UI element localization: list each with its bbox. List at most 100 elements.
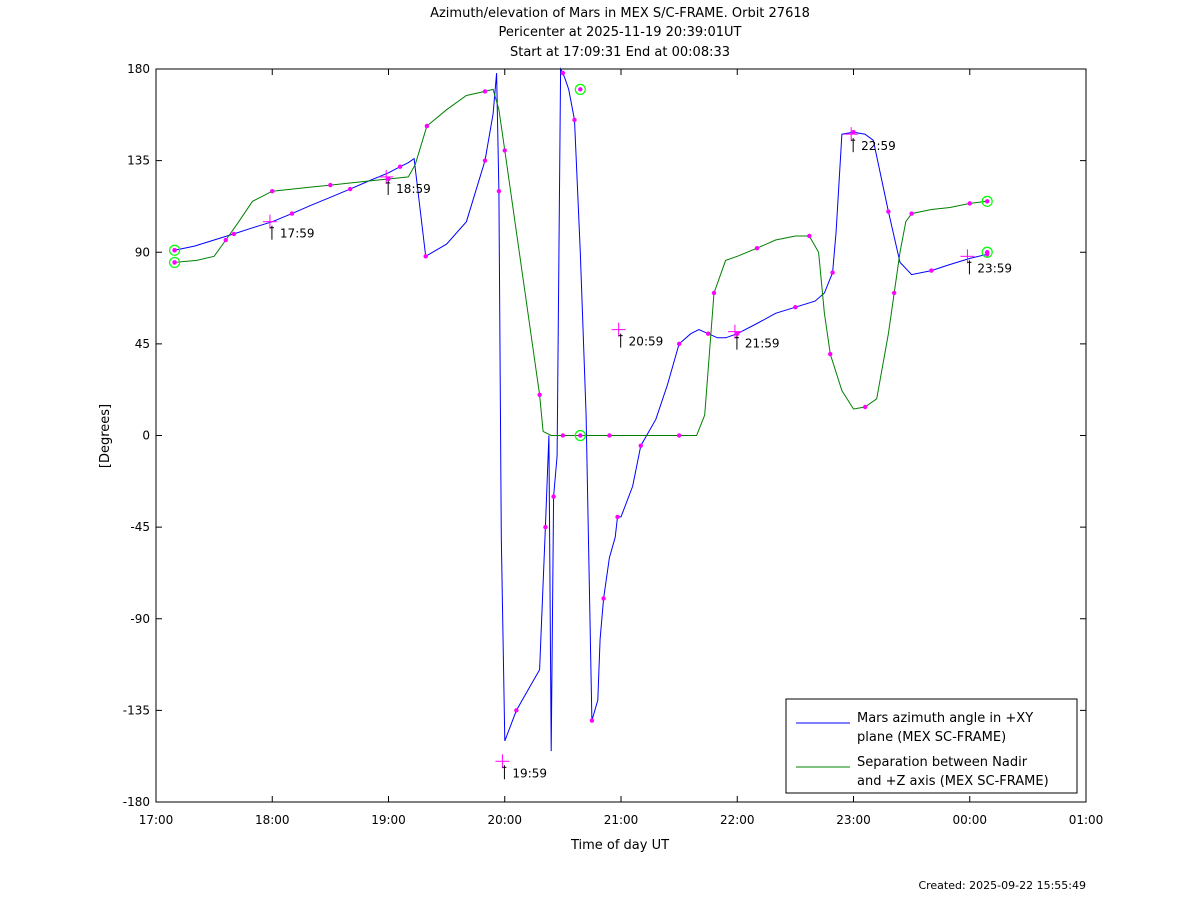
y-axis-label: [Degrees] xyxy=(98,404,113,468)
x-tick-label: 21:00 xyxy=(604,813,639,827)
data-point xyxy=(589,718,595,723)
y-tick-label: -180 xyxy=(123,795,150,809)
y-tick-label: -135 xyxy=(123,703,150,717)
orbit-boundary-circle xyxy=(574,83,586,95)
x-tick-label: 20:00 xyxy=(487,813,522,827)
data-point xyxy=(560,433,566,438)
data-point xyxy=(386,176,391,182)
data-point xyxy=(231,231,237,237)
y-tick-label: 45 xyxy=(135,337,150,351)
data-point xyxy=(172,260,177,265)
data-point xyxy=(909,211,914,216)
data-point xyxy=(496,188,502,194)
series-layer xyxy=(174,67,988,752)
series-line-separation xyxy=(174,88,988,436)
data-point xyxy=(886,209,891,214)
data-point xyxy=(830,270,835,275)
data-point xyxy=(424,123,430,129)
marker-layer xyxy=(169,70,993,723)
hour-annotation-label: 19:59 xyxy=(512,766,547,780)
data-point xyxy=(328,182,333,188)
x-tick-label: 23:00 xyxy=(836,813,871,827)
data-point xyxy=(929,268,934,273)
legend-label-separation-1: Separation between Nadir xyxy=(857,755,1028,770)
orbit-boundary-circle xyxy=(169,244,181,256)
annotation-layer: 17:59 18:59 19:59 20:59 21:59 22:59 23:59 xyxy=(262,127,1012,780)
data-point xyxy=(423,254,428,259)
data-point xyxy=(676,341,682,347)
x-tick-label: 01:00 xyxy=(1069,813,1104,827)
orbit-boundary-circle xyxy=(169,256,181,269)
legend-label-azimuth-2: plane (MEX SC-FRAME) xyxy=(857,730,1006,745)
x-tick-label: 19:00 xyxy=(371,813,406,827)
y-tick-label: 90 xyxy=(135,245,150,259)
series-line-azimuth xyxy=(174,67,988,752)
x-tick-label: 22:00 xyxy=(720,813,755,827)
data-point xyxy=(615,514,620,520)
x-tick-label: 18:00 xyxy=(255,813,290,827)
data-point xyxy=(862,404,868,410)
chart-title: Azimuth/elevation of Mars in MEX S/C-FRA… xyxy=(430,6,810,60)
y-tick-label: -45 xyxy=(130,520,150,534)
data-point xyxy=(551,494,556,499)
tick-layer: 17:00 18:00 19:00 20:00 21:00 22:00 23:00 00:00… xyxy=(123,62,1104,827)
data-point xyxy=(793,305,798,310)
data-point xyxy=(543,524,548,530)
x-axis-label: Time of day UT xyxy=(570,838,669,853)
x-tick-label: 17:00 xyxy=(139,813,174,827)
y-tick-label: 0 xyxy=(142,429,150,443)
orbit-boundary-circle xyxy=(981,246,993,258)
data-point xyxy=(482,158,488,163)
data-point xyxy=(537,392,542,397)
data-point xyxy=(711,290,717,296)
x-tick-label: 00:00 xyxy=(952,813,987,827)
data-point xyxy=(578,433,583,438)
data-point xyxy=(735,331,740,336)
hour-annotation-label: 23:59 xyxy=(977,261,1012,275)
hour-annotation-label: 18:59 xyxy=(396,182,431,196)
legend-box xyxy=(785,698,1078,794)
data-point xyxy=(967,201,972,206)
data-point xyxy=(828,351,833,357)
hour-annotation-label: 21:59 xyxy=(745,337,780,351)
y-tick-label: 135 xyxy=(127,154,150,168)
data-point xyxy=(514,708,519,713)
data-point xyxy=(601,596,606,601)
data-point xyxy=(502,148,507,153)
y-tick-label: 180 xyxy=(127,62,150,76)
data-point xyxy=(984,199,990,204)
legend-label-azimuth-1: Mars azimuth angle in +XY xyxy=(857,711,1033,726)
hour-annotation-label: 17:59 xyxy=(280,227,315,241)
title-line-2: Pericenter at 2025-11-19 20:39:01UT xyxy=(498,25,741,40)
title-line-3: Start at 17:09:31 End at 00:08:33 xyxy=(510,45,730,60)
hour-annotation-label: 20:59 xyxy=(629,335,664,349)
data-point xyxy=(347,186,353,192)
data-point xyxy=(172,248,177,253)
y-tick-label: -90 xyxy=(130,612,150,626)
orbit-boundary-circle xyxy=(981,195,993,207)
data-point xyxy=(572,117,577,123)
data-point xyxy=(223,237,228,243)
title-line-1: Azimuth/elevation of Mars in MEX S/C-FRA… xyxy=(430,6,810,21)
data-point xyxy=(397,164,403,169)
data-point xyxy=(607,433,612,438)
data-point xyxy=(891,290,897,296)
legend-label-separation-2: and +Z axis (MEX SC-FRAME) xyxy=(857,774,1049,789)
data-point xyxy=(482,89,488,94)
data-point xyxy=(984,250,990,255)
data-point xyxy=(754,245,760,251)
data-point xyxy=(705,331,711,336)
data-point xyxy=(560,70,566,76)
data-point xyxy=(851,129,856,135)
data-point xyxy=(676,433,682,438)
legend: Mars azimuth angle in +XY plane (MEX SC-… xyxy=(785,698,1078,794)
created-timestamp: Created: 2025-09-22 15:55:49 xyxy=(918,879,1086,892)
data-point xyxy=(638,443,643,448)
data-point xyxy=(289,211,295,216)
data-point xyxy=(270,188,275,194)
data-point xyxy=(578,87,583,92)
hour-annotation-label: 22:59 xyxy=(861,139,896,153)
data-point xyxy=(807,233,812,239)
orbit-boundary-circle xyxy=(574,429,586,442)
